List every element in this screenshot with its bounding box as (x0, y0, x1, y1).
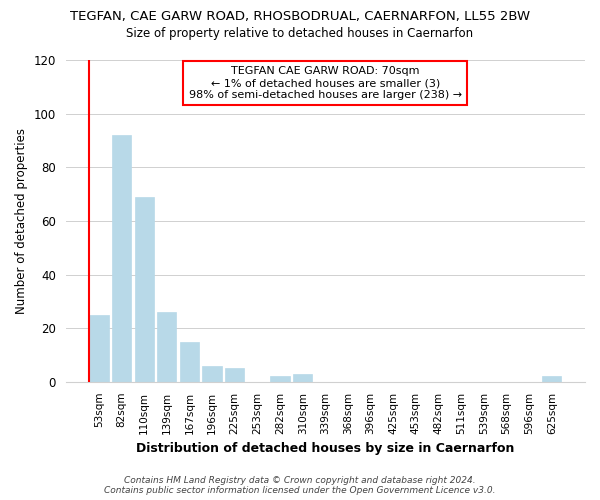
Bar (89, 315, 109, 382)
Bar (157, 312, 176, 382)
Bar (271, 376, 290, 382)
Bar (180, 342, 199, 382)
Bar (112, 135, 131, 382)
Bar (134, 197, 154, 382)
Text: TEGFAN, CAE GARW ROAD, RHOSBODRUAL, CAERNARFON, LL55 2BW: TEGFAN, CAE GARW ROAD, RHOSBODRUAL, CAER… (70, 10, 530, 23)
Text: TEGFAN CAE GARW ROAD: 70sqm
← 1% of detached houses are smaller (3)
98% of semi-: TEGFAN CAE GARW ROAD: 70sqm ← 1% of deta… (189, 66, 462, 100)
Bar (542, 376, 562, 382)
Text: Size of property relative to detached houses in Caernarfon: Size of property relative to detached ho… (127, 28, 473, 40)
Bar (202, 366, 222, 382)
X-axis label: Distribution of detached houses by size in Caernarfon: Distribution of detached houses by size … (136, 442, 515, 455)
Bar (225, 368, 244, 382)
Y-axis label: Number of detached properties: Number of detached properties (15, 128, 28, 314)
Bar (293, 374, 313, 382)
Text: Contains HM Land Registry data © Crown copyright and database right 2024.
Contai: Contains HM Land Registry data © Crown c… (104, 476, 496, 495)
